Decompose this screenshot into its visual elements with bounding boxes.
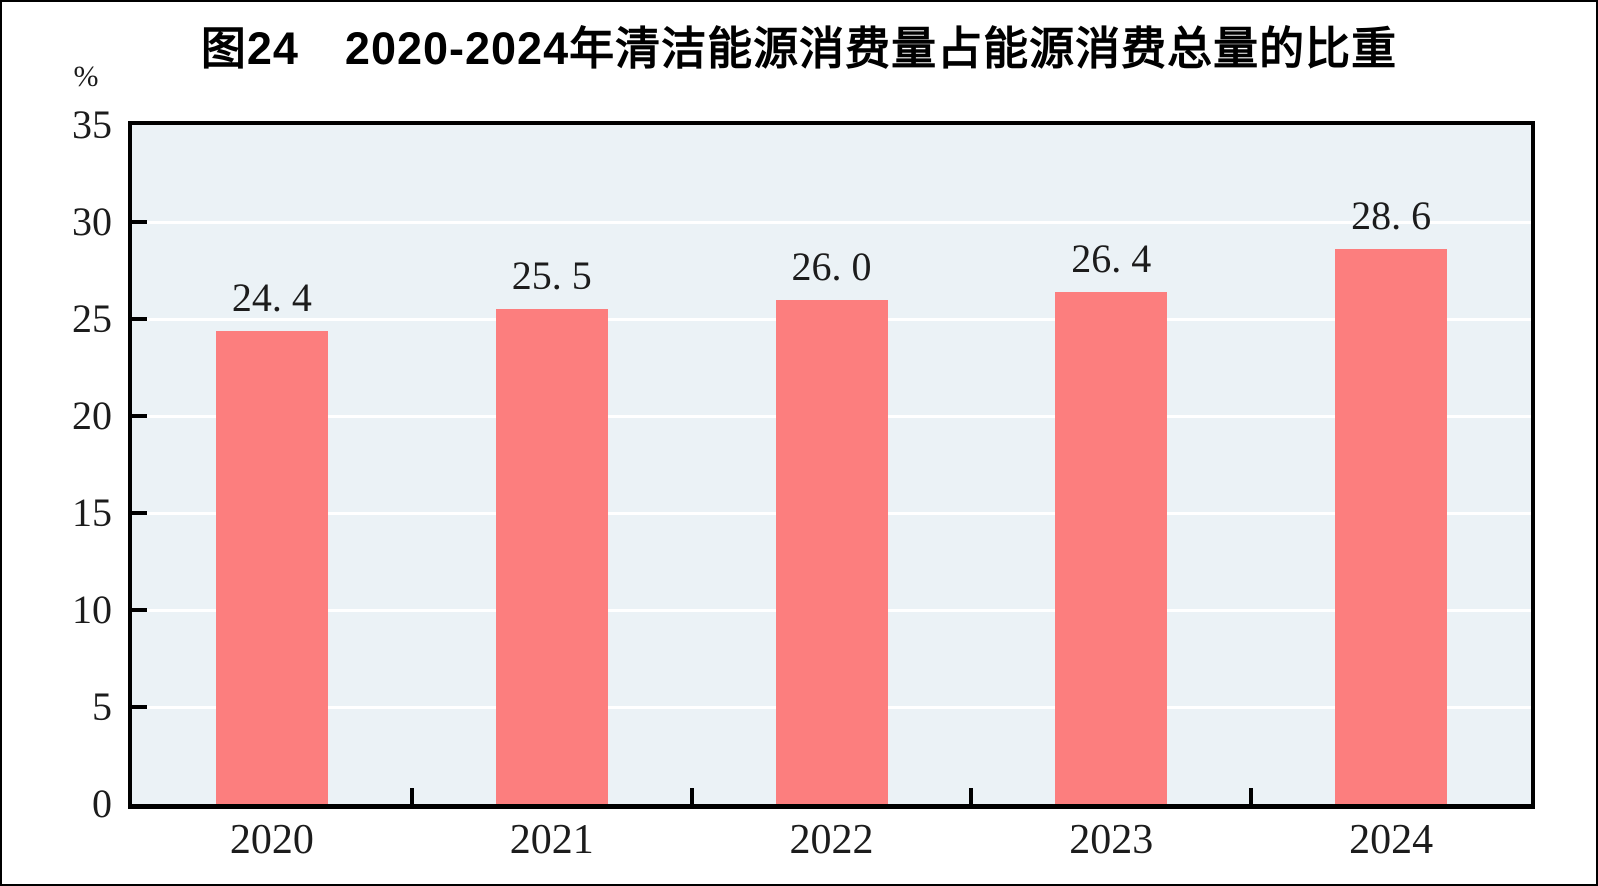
bar-2024 [1335,249,1448,804]
value-label-2024: 28. 6 [1351,193,1432,239]
y-axis-tick-label-0: 0 [92,781,112,826]
y-axis-tick-25 [132,317,147,321]
gridline-30 [132,220,1531,224]
bar-2022 [775,299,888,804]
y-axis-tick-20 [132,414,147,418]
value-label-2021: 25. 5 [511,253,592,299]
plot-area: 24. 4 25. 5 26. 0 26. 4 28. 6 [128,121,1535,809]
x-axis-tick-4 [1249,788,1254,804]
x-axis-tick-label-2020: 2020 [229,817,314,863]
x-axis-tick-label-2022: 2022 [789,817,874,863]
bar-2020 [215,330,328,804]
y-axis-tick-label-5: 5 [92,684,112,729]
bar-2021 [495,309,608,804]
value-label-2020: 24. 4 [231,274,312,320]
chart-title: 图24 2020-2024年清洁能源消费量占能源消费总量的比重 [200,23,1398,74]
y-axis-tick-label-30: 30 [72,199,112,244]
x-axis-tick-label-2024: 2024 [1349,817,1434,863]
y-axis-tick-5 [132,705,147,709]
y-axis-tick-15 [132,511,147,515]
x-axis-tick-labels: 2020 2021 2022 2023 2024 [132,814,1531,870]
y-axis-tick-label-35: 35 [72,102,112,147]
y-axis-tick-30 [132,220,147,224]
x-axis-tick-label-2023: 2023 [1069,817,1154,863]
y-axis-tick-label-10: 10 [72,587,112,632]
y-axis-tick-label-25: 25 [72,296,112,341]
x-axis-tick-1 [409,788,414,804]
y-axis-tick-labels: 0 5 10 15 20 25 30 35 [2,102,112,826]
x-axis-tick-3 [969,788,974,804]
y-axis-tick-10 [132,608,147,612]
y-axis-tick-label-15: 15 [72,490,112,535]
bar-2023 [1055,291,1168,804]
y-axis-tick-label-20: 20 [72,393,112,438]
y-axis-unit-label: % [73,60,99,93]
value-label-2023: 26. 4 [1071,235,1152,281]
x-axis-tick-label-2021: 2021 [509,817,594,863]
x-axis-tick-2 [689,788,694,804]
value-label-2022: 26. 0 [791,243,872,289]
